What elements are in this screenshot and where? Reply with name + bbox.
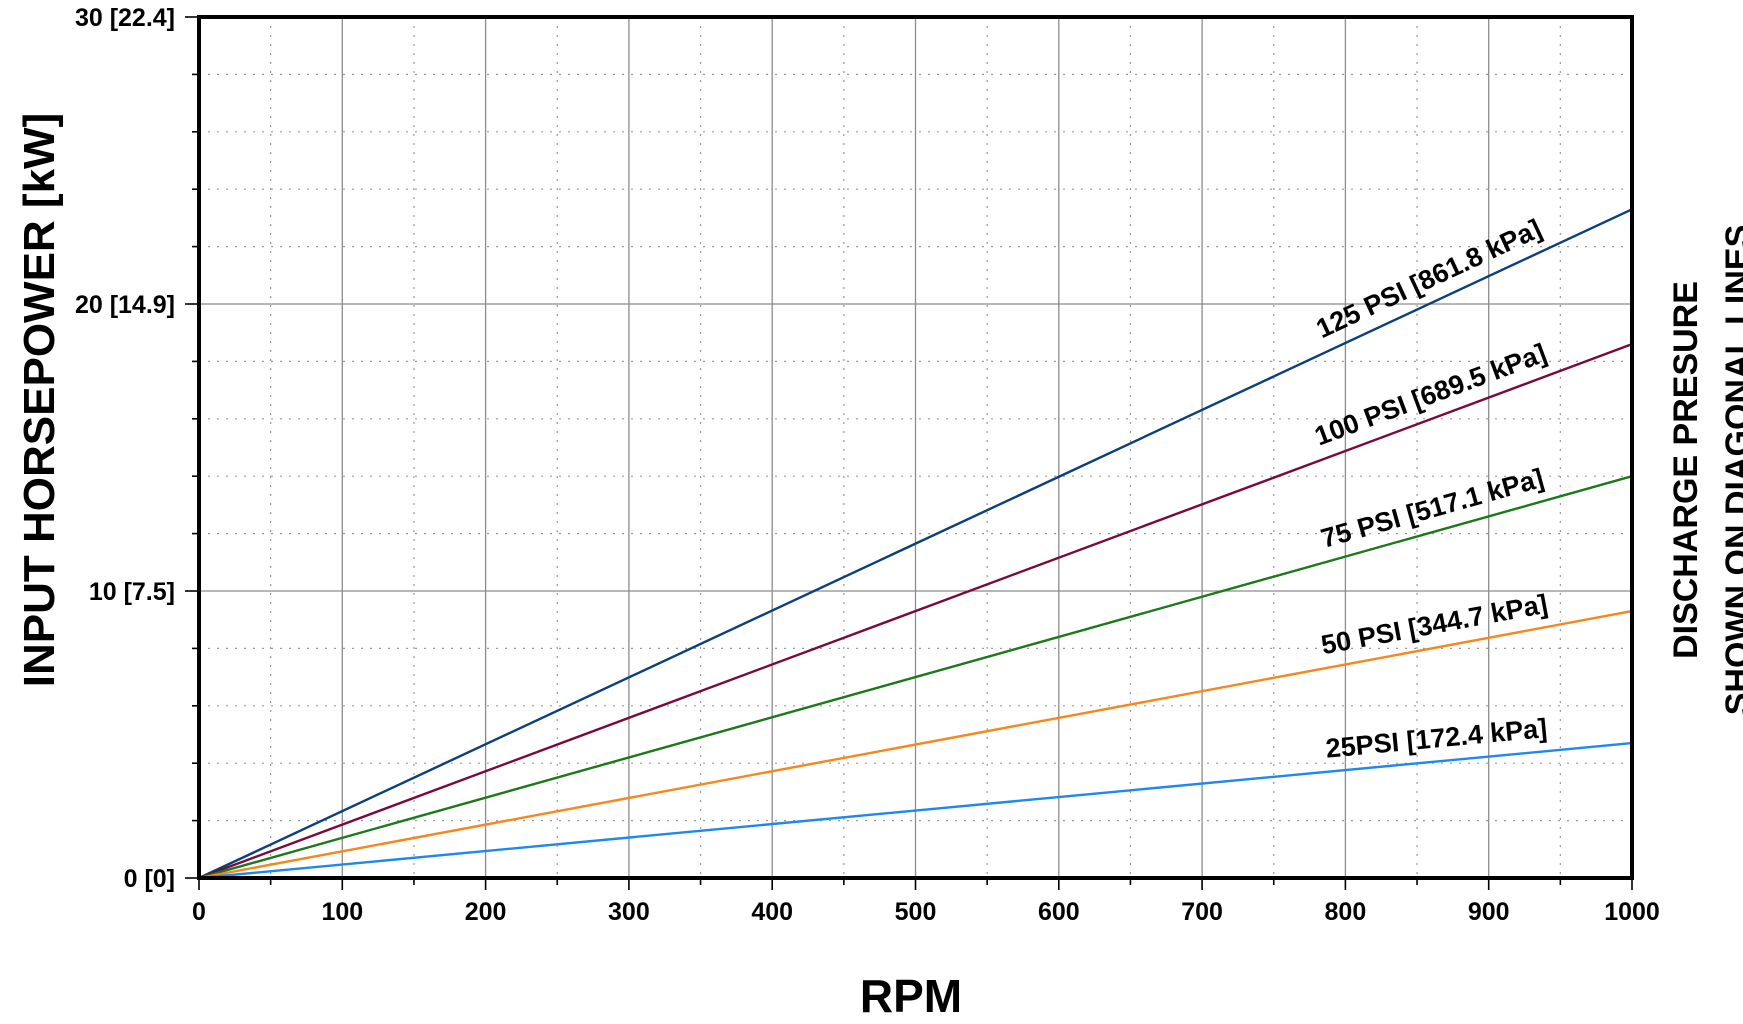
series-line — [198, 475, 1633, 880]
x-tick-label: 900 — [1468, 898, 1510, 926]
y-tick-label: 30 [22.4] — [75, 4, 175, 32]
y-axis-title: INPUT HORSEPOWER [kW] — [15, 112, 64, 688]
discharge-pressure-note-line-2: SHOWN ON DIAGONAL LINES — [1719, 224, 1743, 716]
x-tick-label: 700 — [1181, 898, 1223, 926]
x-tick-label: 200 — [465, 898, 507, 926]
x-tick-label: 0 — [192, 898, 206, 926]
x-tick-label: 300 — [608, 898, 650, 926]
discharge-pressure-note-line-1: DISCHARGE PRESURE — [1667, 281, 1705, 659]
series-label: 25PSI [172.4 kPa] — [1324, 713, 1548, 764]
y-tick-label: 0 [0] — [124, 865, 175, 893]
series-line — [198, 741, 1633, 880]
series-label: 50 PSI [344.7 kPa] — [1319, 589, 1550, 661]
series-line — [198, 208, 1633, 880]
series-line — [198, 343, 1633, 880]
series-label: 125 PSI [861.8 kPa] — [1312, 213, 1546, 344]
series-label: 100 PSI [689.5 kPa] — [1311, 338, 1551, 452]
discharge-pressure-note: DISCHARGE PRESURE SHOWN ON DIAGONAL LINE… — [1660, 225, 1743, 716]
x-tick-label: 600 — [1038, 898, 1080, 926]
plot-frame — [197, 15, 1634, 880]
x-tick-label: 100 — [321, 898, 363, 926]
y-tick-label: 20 [14.9] — [75, 291, 175, 319]
series-line — [198, 609, 1633, 880]
x-tick-label: 500 — [895, 898, 937, 926]
x-tick-label: 800 — [1325, 898, 1367, 926]
x-tick-label: 400 — [751, 898, 793, 926]
y-tick-label: 10 [7.5] — [89, 578, 175, 606]
x-tick-label: 1000 — [1604, 898, 1660, 926]
x-axis-title: RPM — [859, 970, 963, 1022]
